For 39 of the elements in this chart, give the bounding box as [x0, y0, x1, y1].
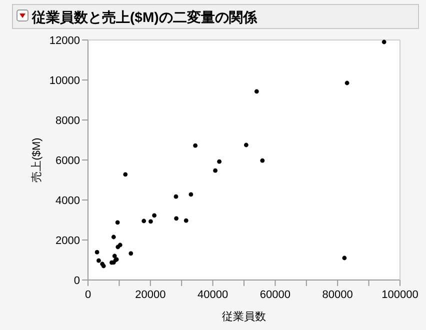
point — [188, 192, 194, 197]
y-tick-label: 4000 — [56, 195, 80, 207]
point — [260, 158, 265, 163]
y-tick-label: 8000 — [56, 115, 80, 127]
y-tick-label: 10000 — [49, 75, 80, 87]
point — [254, 89, 259, 94]
point — [174, 194, 178, 199]
point — [184, 218, 188, 223]
point — [123, 172, 128, 177]
point — [115, 220, 120, 225]
chart-title: 従業員数と売上($M)の二変量の関係 — [31, 9, 258, 25]
point — [112, 254, 117, 258]
point — [111, 234, 116, 240]
x-tick-label: 20000 — [135, 289, 166, 301]
point — [342, 256, 347, 260]
point — [382, 40, 386, 44]
y-tick-label: 12000 — [49, 35, 80, 47]
y-tick-label: 6000 — [56, 155, 80, 167]
y-tick-label: 2000 — [56, 235, 80, 247]
point — [148, 219, 153, 224]
point — [244, 142, 248, 148]
x-tick-label: 0 — [84, 289, 92, 301]
point — [193, 143, 198, 148]
x-axis-title: 従業員数 — [222, 311, 266, 323]
point — [94, 250, 100, 254]
x-tick-label: 40000 — [198, 289, 228, 301]
y-tick-label: 0 — [74, 275, 80, 287]
point — [213, 168, 218, 173]
point — [142, 218, 146, 224]
x-tick-label: 100000 — [382, 289, 418, 301]
point — [152, 213, 156, 218]
point — [174, 216, 178, 221]
x-tick-label: 60000 — [260, 289, 290, 301]
point — [128, 251, 134, 256]
point — [344, 80, 350, 86]
point — [96, 258, 101, 263]
x-tick-label: 80000 — [322, 289, 353, 301]
point — [217, 159, 222, 164]
y-axis-title: 売上($M) — [30, 138, 43, 182]
